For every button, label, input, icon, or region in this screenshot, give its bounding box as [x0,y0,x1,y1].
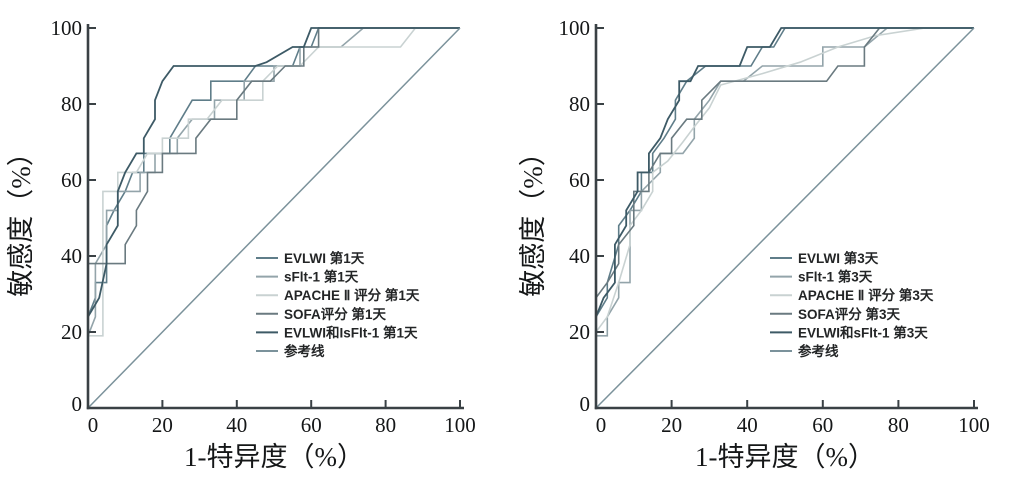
x-tick-label: 20 [152,413,173,437]
y-tick-label: 100 [559,16,591,40]
roc-chart-day1: 0 20 40 60 80 100 0 20 40 60 80 100 1-特异度（%） 敏感度（%） EV… [6,16,476,472]
x-tick-label: 0 [88,413,99,437]
series-roc-curve [87,27,460,408]
series-roc-curve [87,27,460,408]
x-tick-label: 100 [444,413,476,437]
legend-label: SOFA评分 第3天 [798,306,901,322]
y-tick-label: 100 [51,16,83,40]
x-tick-label: 80 [375,413,396,437]
x-tick-label: 40 [226,413,247,437]
x-axis-title: 1-特异度（%） [184,442,364,472]
legend-label: EVLWI 第1天 [284,250,365,266]
legend-label: EVLWI 第3天 [798,250,879,266]
x-tick-label: 20 [661,413,682,437]
legend-label: 参考线 [284,343,325,359]
series-roc-curve [87,27,460,408]
series-roc-curve [595,27,974,408]
roc-chart-day3: 0 20 40 60 80 100 0 20 40 60 80 100 1-特异度（%） 敏感度（%） EV… [518,16,990,472]
series-roc-curve [87,27,460,408]
series-roc-curve [595,27,974,408]
series-reference-line [87,27,461,409]
x-axis-title: 1-特异度（%） [695,442,875,472]
series-roc-curve [595,27,974,408]
y-tick-label: 20 [61,320,82,344]
y-tick-label: 40 [569,244,590,268]
x-tick-label: 60 [812,413,833,437]
legend-label: APACHE Ⅱ 评分 第1天 [284,287,420,303]
x-tick-label: 60 [301,413,322,437]
y-tick-label: 60 [61,168,82,192]
legend-label: EVLWI和sFlt-1 第3天 [798,324,928,340]
y-tick-label: 0 [72,392,83,416]
x-tick-label: 80 [888,413,909,437]
x-tick-label: 40 [737,413,758,437]
series-roc-curve [595,27,974,408]
y-tick-label: 0 [580,392,591,416]
legend-label: EVLWI和IsFlt-1 第1天 [284,324,418,340]
y-tick-label: 80 [569,92,590,116]
legend-label: 参考线 [798,343,839,359]
y-tick-label: 40 [61,244,82,268]
y-tick-label: 20 [569,320,590,344]
roc-chart-day3-panel: 0 20 40 60 80 100 0 20 40 60 80 100 1-特异度（%） 敏感度（%） EV… [512,0,1023,490]
roc-chart-day1-panel: 0 20 40 60 80 100 0 20 40 60 80 100 1-特异度（%） 敏感度（%） EV… [0,0,511,490]
legend-label: SOFA评分 第1天 [284,306,387,322]
y-tick-label: 80 [61,92,82,116]
y-axis-title: 敏感度（%） [6,139,36,297]
legend-label: sFlt-1 第3天 [798,269,873,285]
x-tick-label: 0 [596,413,607,437]
series-reference-line [595,27,975,409]
y-axis-title: 敏感度（%） [518,139,548,297]
y-tick-label: 60 [569,168,590,192]
legend-label: APACHE Ⅱ 评分 第3天 [798,287,934,303]
legend-label: sFlt-1 第1天 [284,269,359,285]
x-tick-label: 100 [958,413,990,437]
